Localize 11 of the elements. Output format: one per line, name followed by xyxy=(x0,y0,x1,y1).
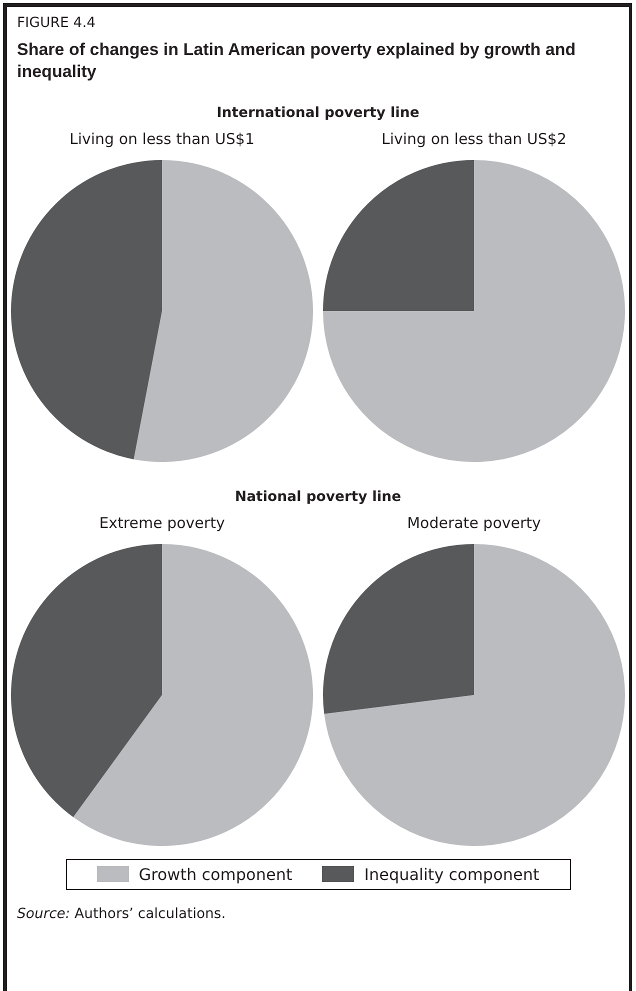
chart-title: Extreme poverty xyxy=(99,514,225,532)
legend-label: Growth component xyxy=(138,865,292,884)
text: National poverty line xyxy=(234,489,402,505)
chart-title: Living on less than US$2 xyxy=(381,130,567,148)
legend-label: Inequality component xyxy=(364,865,540,884)
source-note: Source: Authors’ calculations. xyxy=(17,906,227,922)
chart-title: Living on less than US$1 xyxy=(69,130,255,148)
caption: FIGURE 4.4 xyxy=(17,15,97,31)
text: International poverty line xyxy=(216,105,420,121)
chart-title: Moderate poverty xyxy=(407,514,542,532)
text: Share of changes in Latin American poverty explained by growth and inequality xyxy=(17,39,577,83)
